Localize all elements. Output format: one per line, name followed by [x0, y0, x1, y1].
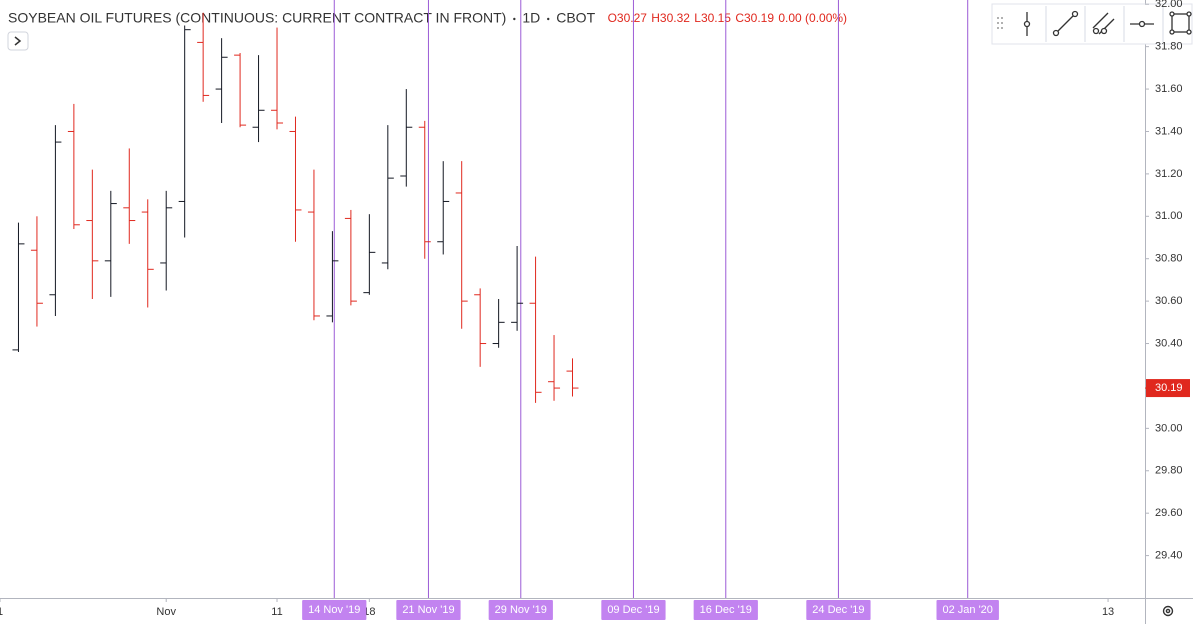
date-marker-box [396, 600, 461, 620]
date-marker-label: 21 Nov '19 [396, 600, 461, 620]
ohlc-bar [548, 335, 561, 401]
ohlc-bar [529, 256, 542, 403]
ohlc-bar [437, 161, 450, 255]
ohlc-bar [197, 12, 210, 102]
y-tick-label: 30.00 [1155, 422, 1183, 434]
y-tick-label: 32.00 [1155, 0, 1183, 10]
ohlc-bar [326, 231, 339, 323]
drag-handle [997, 17, 1003, 29]
last-price-box [1146, 379, 1190, 398]
ohlc-readout: C30.19 [735, 11, 774, 25]
header: SOYBEAN OIL FUTURES (CONTINUOUS: CURRENT… [8, 10, 596, 26]
ohlc-bar [234, 53, 247, 128]
date-marker-text: 02 Jan '20 [942, 604, 992, 616]
ohlc-readout: L30.15 [694, 11, 731, 25]
separator-dot [513, 17, 516, 21]
ohlc-bar [492, 299, 505, 348]
y-tick-label: 30.40 [1155, 337, 1183, 349]
ohlc-bar [160, 190, 173, 291]
separator-dot [547, 17, 550, 21]
chart-title: SOYBEAN OIL FUTURES (CONTINUOUS: CURRENT… [8, 10, 506, 26]
date-marker-box [302, 600, 367, 620]
interval: 1D [522, 10, 540, 26]
y-tick-label: 29.40 [1155, 549, 1183, 561]
gear-icon[interactable] [1162, 605, 1174, 617]
ohlc-bar [271, 27, 284, 130]
ohlc-bar [67, 103, 80, 230]
chevron-icon [14, 36, 22, 46]
ohlc-bar [511, 245, 524, 331]
vertical-line-tool[interactable] [1023, 12, 1031, 36]
date-marker-label: 29 Nov '19 [488, 600, 553, 620]
y-tick-label: 31.20 [1155, 168, 1183, 180]
date-marker-box [806, 600, 871, 620]
ohlc-bar [141, 199, 154, 308]
date-marker-label: 14 Nov '19 [302, 600, 367, 620]
date-marker-text: 16 Dec '19 [700, 604, 752, 616]
date-marker-label: 09 Dec '19 [601, 600, 666, 620]
trend-line-tool[interactable] [1052, 10, 1079, 37]
ohlc-bar [104, 190, 117, 297]
ohlc-readout: 0.00 (0.00%) [778, 11, 847, 25]
ohlc-bar [400, 89, 413, 187]
y-tick-label: 31.40 [1155, 125, 1183, 137]
date-marker-box [936, 600, 999, 620]
date-marker-label: 16 Dec '19 [693, 600, 758, 620]
date-marker-box [601, 600, 666, 620]
ohlc-bar [363, 214, 376, 295]
y-tick-label: 31.60 [1155, 83, 1183, 95]
ohlc-bar [252, 55, 265, 143]
ohlc-bar [86, 169, 99, 299]
rectangle-tool[interactable] [1169, 11, 1192, 35]
date-marker-box [693, 600, 758, 620]
date-marker-text: 24 Dec '19 [812, 604, 864, 616]
ohlc-bar [215, 38, 228, 123]
collapse-button[interactable] [7, 31, 29, 51]
ohlc-bar [289, 116, 302, 242]
button-box[interactable] [7, 31, 29, 51]
date-marker-box [488, 600, 553, 620]
ohlc-bar [49, 125, 62, 316]
ohlc-bar [381, 125, 394, 270]
date-marker-label: 24 Dec '19 [806, 600, 871, 620]
last-price-label: 30.19 [1155, 382, 1183, 394]
y-tick-label: 29.60 [1155, 507, 1183, 519]
drawing-toolbar [991, 3, 1193, 45]
ohlc-readout: H30.32 [651, 11, 690, 25]
exchange: CBOT [556, 10, 595, 26]
settings-button[interactable] [1162, 605, 1174, 617]
ohlc-bar [307, 169, 320, 321]
y-tick-label: 29.80 [1155, 465, 1183, 477]
date-marker-text: 21 Nov '19 [402, 604, 454, 616]
y-tick-label: 31.80 [1155, 41, 1183, 53]
ohlc-bar [123, 148, 136, 244]
ohlc-bar [566, 358, 579, 397]
ohlc-bar [344, 209, 357, 306]
gear-hub [1165, 608, 1171, 614]
x-tick-label: Nov [156, 606, 176, 618]
date-marker-text: 29 Nov '19 [495, 604, 547, 616]
y-tick-label: 31.00 [1155, 210, 1183, 222]
date-marker-label: 02 Jan '20 [936, 600, 999, 620]
ohlc-readout: O30.27 [608, 11, 648, 25]
ohlc-bar [12, 222, 25, 353]
x-tick-label: 11 [271, 606, 282, 618]
ohlc-bar [30, 216, 43, 327]
ohlc-bar [418, 120, 431, 259]
ohlc-bar [178, 25, 191, 238]
ohlc-bar [455, 161, 468, 329]
parallel-channel-tool[interactable] [1092, 12, 1115, 35]
x-tick-label: 1 [0, 606, 3, 618]
y-tick-label: 30.80 [1155, 253, 1183, 265]
x-tick-label: 13 [1102, 606, 1114, 618]
date-marker-text: 14 Nov '19 [308, 604, 360, 616]
y-tick-label: 30.60 [1155, 295, 1183, 307]
horizontal-ray-tool[interactable] [1130, 20, 1154, 28]
date-marker-text: 09 Dec '19 [607, 604, 659, 616]
ohlc-bar [474, 288, 487, 367]
